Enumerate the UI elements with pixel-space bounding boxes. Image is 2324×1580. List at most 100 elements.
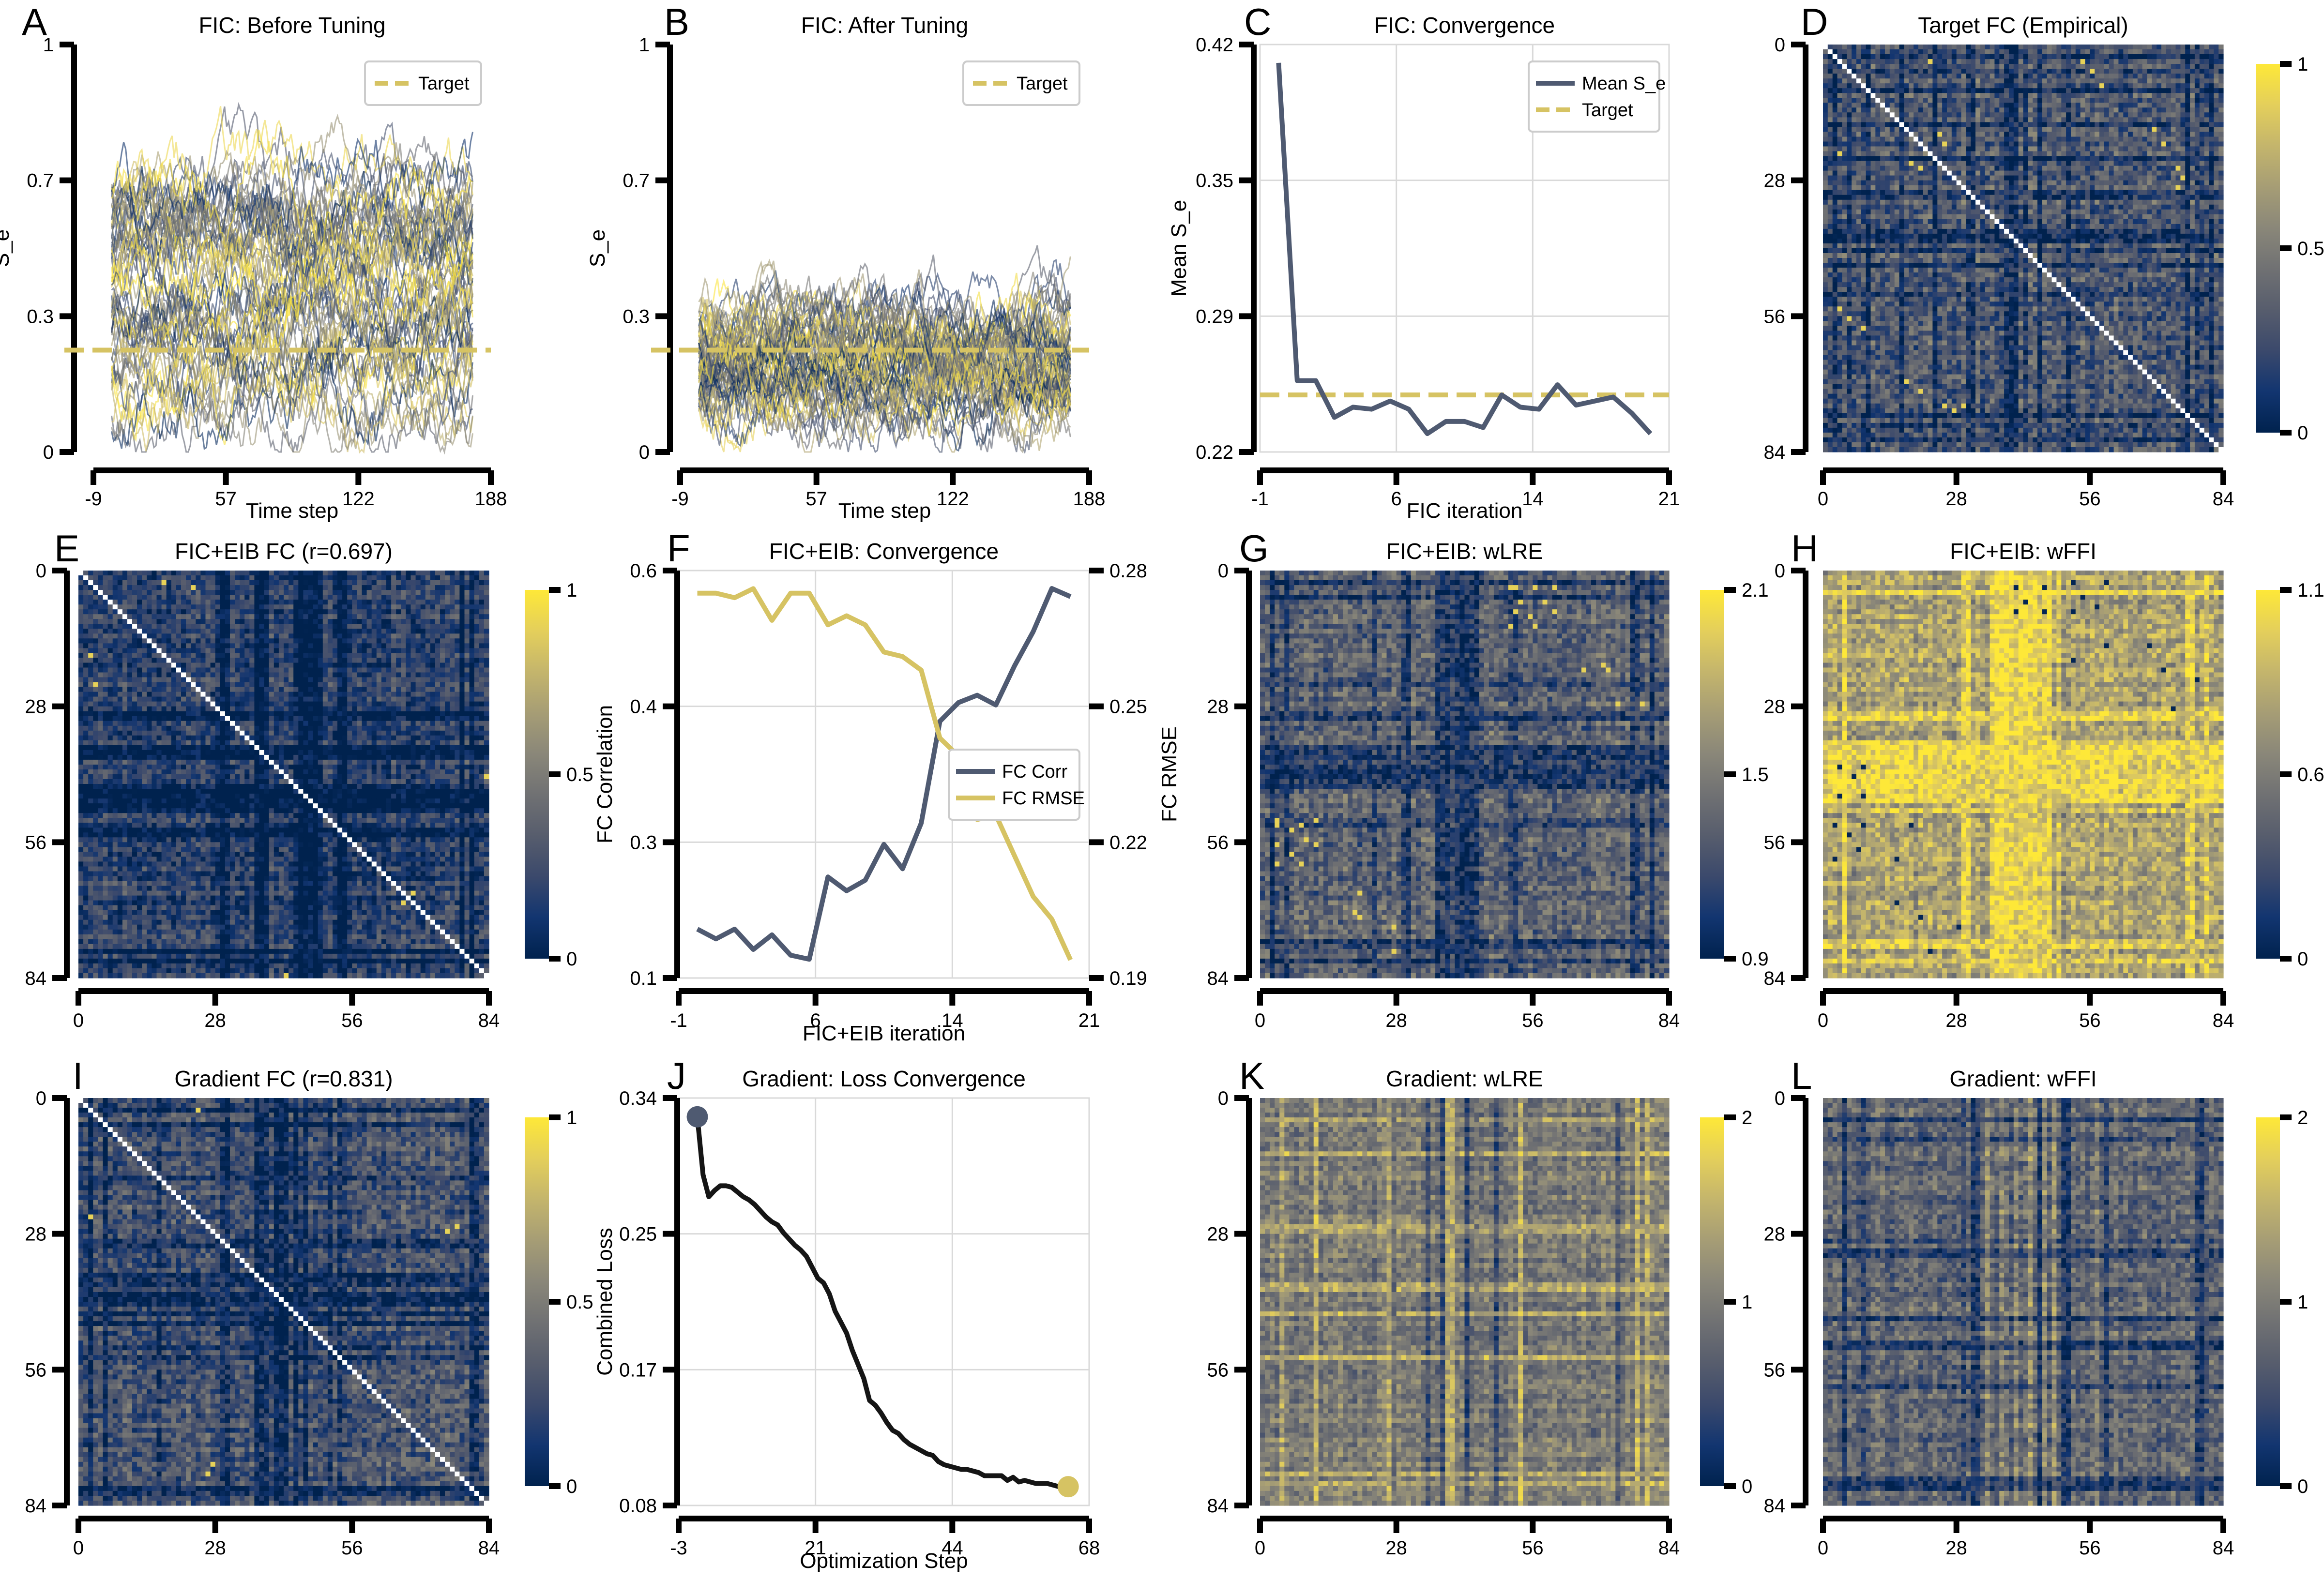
heatmap-cell [2166,233,2172,239]
heatmap-cell [1870,214,1876,220]
heatmap-cell [2061,277,2066,283]
heatmap-cell [1985,258,1990,263]
heatmap-cell [1894,88,1900,93]
heatmap-cell [1975,287,1981,292]
heatmap-cell [1999,180,2005,186]
heatmap-cell [2004,175,2009,181]
heatmap-cell [1971,248,1976,254]
heatmap-cell [2085,282,2090,287]
heatmap-cell [1966,268,1971,273]
heatmap-cell [1861,103,1867,108]
heatmap-cell [2109,248,2114,254]
heatmap-cell [1842,301,1847,307]
heatmap-cell [2099,141,2105,147]
heatmap-cell [2033,136,2038,142]
heatmap-cell [2066,59,2071,64]
heatmap-cell [2066,228,2071,234]
heatmap-cell [1990,209,1995,215]
heatmap-cell [1975,69,1981,74]
heatmap-cell [2109,59,2114,64]
heatmap-cell [1999,233,2005,239]
heatmap-cell [1832,214,1838,220]
heatmap-cell [2157,161,2162,166]
heatmap-cell [1889,311,1895,316]
heatmap-cell [1823,151,1828,157]
heatmap-cell [1909,49,1914,55]
heatmap-cell [1837,209,1842,215]
heatmap-cell [1914,107,1919,113]
heatmap-cell [2175,59,2181,64]
heatmap-cell [1866,277,1871,283]
heatmap-cell [1856,107,1862,113]
heatmap-cell [1947,190,1952,196]
heatmap-cell [2047,195,2052,200]
heatmap-cell [2099,49,2105,55]
heatmap-cell [1947,74,1952,79]
heatmap-cell [2071,190,2076,196]
heatmap-cell [2028,45,2033,50]
heatmap-cell [2123,117,2128,122]
heatmap-cell [2080,297,2085,302]
heatmap-cell [2185,49,2190,55]
heatmap-cell [2051,228,2057,234]
heatmap-cell [1937,190,1943,196]
heatmap-cell [1947,209,1952,215]
heatmap-cell [1909,112,1914,118]
heatmap-cell [1866,306,1871,312]
heatmap-cell [2080,175,2085,181]
heatmap-cell [1823,209,1828,215]
heatmap-cell [1947,277,1952,283]
heatmap-cell [1975,93,1981,98]
heatmap-cell [2175,292,2181,297]
heatmap-cell [1942,277,1947,283]
heatmap-cell [2113,248,2119,254]
heatmap-cell [2147,175,2152,181]
heatmap-cell [1975,88,1981,93]
heatmap-cell [1870,117,1876,122]
heatmap-cell [2066,98,2071,103]
heatmap-cell [1928,146,1933,152]
heatmap-cell [2056,59,2062,64]
heatmap-cell [2109,93,2114,98]
heatmap-cell [2018,74,2024,79]
heatmap-cell [2113,268,2119,273]
heatmap-cell [2157,195,2162,200]
heatmap-cell [2004,74,2009,79]
heatmap-cell [1980,282,1986,287]
heatmap-cell [1966,258,1971,263]
heatmap-cell [2047,83,2052,89]
heatmap-cell [2066,74,2071,79]
heatmap-cell [1990,224,1995,229]
heatmap-cell [2166,103,2172,108]
heatmap-cell [2118,170,2124,176]
heatmap-cell [1914,49,1919,55]
heatmap-cell [2056,287,2062,292]
heatmap-cell [1947,292,1952,297]
heatmap-cell [2113,170,2119,176]
heatmap-cell [2051,180,2057,186]
heatmap-cell [1956,311,1962,316]
heatmap-cell [1966,83,1971,89]
heatmap-cell [1866,268,1871,273]
heatmap-cell [2190,199,2195,205]
heatmap-cell [1947,272,1952,278]
heatmap-cell [1951,316,1957,321]
heatmap-cell [2171,175,2176,181]
heatmap-cell [1980,136,1986,142]
heatmap-cell [1932,175,1938,181]
heatmap-cell [2047,180,2052,186]
heatmap-cell [1947,282,1952,287]
heatmap-cell [1847,83,1852,89]
heatmap-cell [2142,277,2147,283]
heatmap-cell [2009,228,2014,234]
heatmap-cell [1889,69,1895,74]
heatmap-cell [1994,282,2000,287]
heatmap-cell [1980,54,1986,60]
heatmap-cell [1894,204,1900,210]
heatmap-cell [1918,282,1924,287]
heatmap-cell [2113,233,2119,239]
heatmap-cell [2042,141,2048,147]
heatmap-cell [2171,122,2176,127]
heatmap-cell [1827,54,1833,60]
